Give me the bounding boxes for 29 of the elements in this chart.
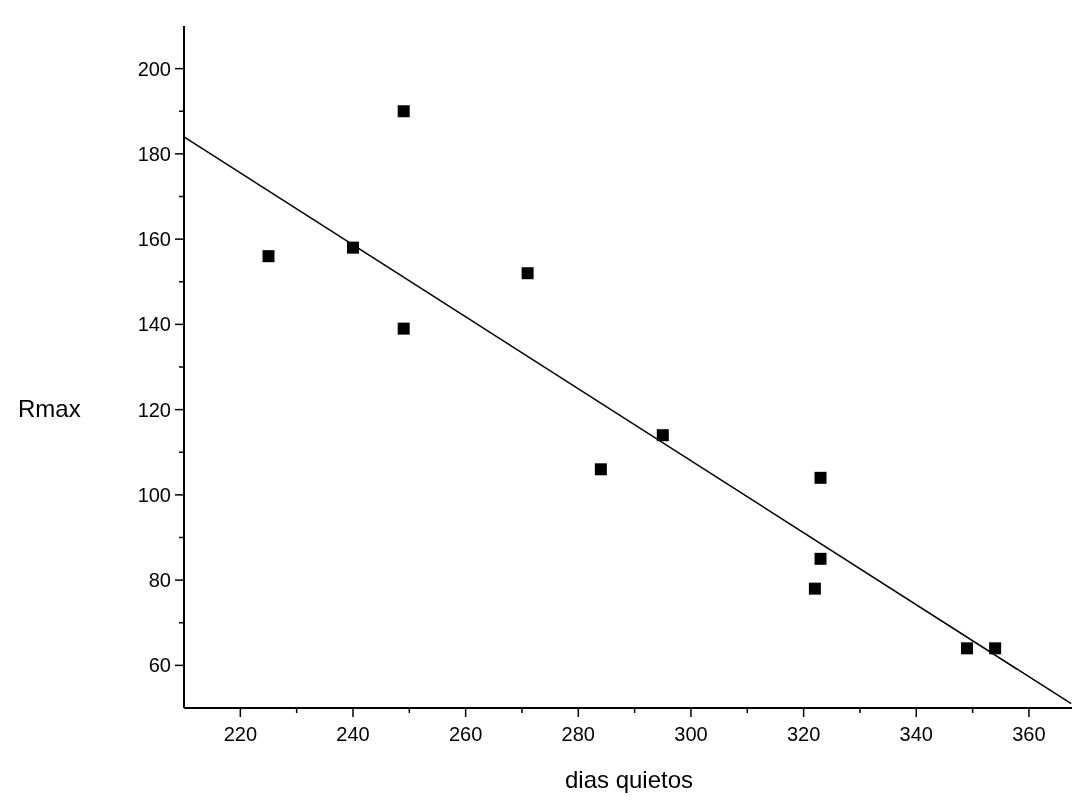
y-tick-label: 180: [137, 142, 171, 165]
y-tick-label: 140: [137, 313, 171, 336]
x-tick-label: 320: [786, 723, 821, 745]
x-tick-label: 240: [336, 723, 370, 745]
y-tick-label: 200: [137, 57, 171, 80]
x-tick-label: 300: [674, 723, 708, 745]
point: [397, 322, 410, 335]
point: [808, 582, 821, 595]
point: [521, 267, 534, 280]
point: [814, 552, 827, 565]
x-tick-label: 280: [561, 723, 595, 745]
x-tick-label: 340: [899, 723, 933, 745]
x-tick-label: 220: [223, 723, 258, 745]
y-tick-label: 80: [148, 569, 171, 592]
y-tick-label: 160: [137, 228, 171, 251]
x-axis-title: dias quietos: [564, 766, 694, 793]
y-tick-label: 100: [137, 483, 171, 506]
point: [814, 471, 827, 484]
point: [262, 250, 275, 263]
point: [960, 642, 973, 655]
x-tick-label: 360: [1012, 723, 1046, 745]
y-tick-label: 120: [137, 398, 171, 421]
point: [594, 463, 607, 476]
point: [397, 105, 410, 118]
x-tick-label: 260: [448, 723, 483, 745]
y-tick-label: 60: [148, 654, 171, 677]
point: [989, 642, 1002, 655]
y-axis-title: Rmax: [18, 395, 81, 422]
point: [656, 429, 669, 442]
